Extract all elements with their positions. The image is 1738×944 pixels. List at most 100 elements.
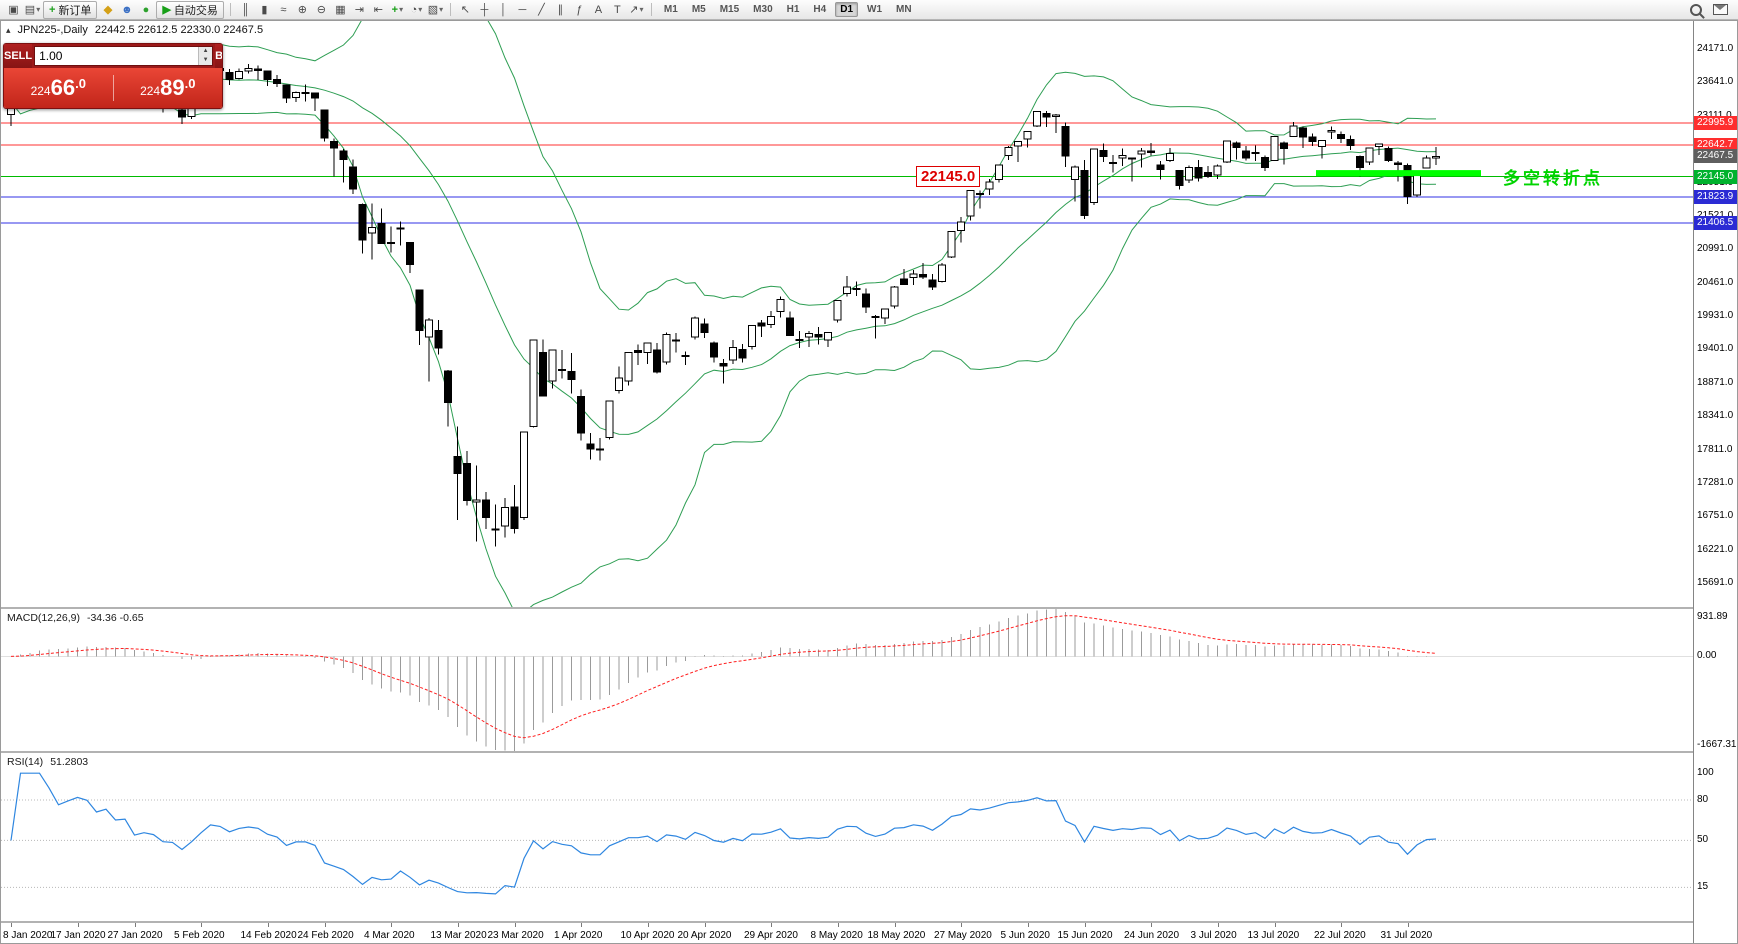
templates-button[interactable]: ▧ ▾: [427, 2, 444, 18]
date-label: 18 May 2020: [867, 930, 926, 941]
trendline-button[interactable]: ╱: [533, 2, 550, 18]
date-tick: [457, 923, 459, 927]
price-axis[interactable]: 24171.023641.023111.022581.022051.021521…: [1693, 21, 1737, 943]
macd-indicator-panel[interactable]: [1, 609, 1693, 751]
new-chart-button[interactable]: ▣: [5, 2, 22, 18]
line-chart-button[interactable]: ≈: [275, 2, 292, 18]
sell-price-digits: .0: [75, 76, 86, 91]
sell-button-label: SELL: [4, 50, 33, 62]
date-tick: [1151, 923, 1152, 927]
equidistant-channel-button[interactable]: ∥: [552, 2, 569, 18]
text-button[interactable]: A: [590, 2, 607, 18]
candlestick-chart-button[interactable]: ▮: [256, 2, 273, 18]
periods-icon: ◔: [410, 3, 418, 16]
chart-profiles-icon: ▤: [24, 4, 36, 16]
pivot-annotation-text[interactable]: 多空转折点: [1503, 169, 1603, 188]
text-label-button[interactable]: T: [609, 2, 626, 18]
date-tick: [1407, 923, 1409, 927]
community-button[interactable]: ☻: [118, 2, 135, 18]
vertical-line-button[interactable]: │: [495, 2, 512, 18]
metaeditor-button[interactable]: ◆: [99, 2, 116, 18]
buy-price[interactable]: 224 89.0: [114, 76, 223, 99]
zoom-out-button[interactable]: ⊖: [313, 2, 330, 18]
timeframe-m15-button[interactable]: M15: [719, 4, 740, 15]
price-label: 22995.9: [1694, 115, 1737, 130]
rsi-indicator-panel[interactable]: [1, 753, 1693, 921]
fibonacci-button[interactable]: ƒ: [571, 2, 588, 18]
trendline-icon: ╱: [538, 4, 545, 16]
arrows-button[interactable]: ↗ ▾: [628, 2, 645, 18]
date-label: 27 May 2020: [934, 930, 992, 941]
chart-profiles-button[interactable]: ▤ ▾: [24, 2, 41, 18]
date-label: 22 Jul 2020: [1314, 930, 1366, 941]
timeframe-m1-button[interactable]: M1: [663, 4, 678, 15]
horizontal-line-button[interactable]: ─: [514, 2, 531, 18]
bars-chart-button[interactable]: ║: [237, 2, 254, 18]
zoom-in-button[interactable]: ⊕: [294, 2, 311, 18]
tile-windows-button[interactable]: ▦: [332, 2, 349, 18]
chart-shift-button[interactable]: ⇤: [370, 2, 387, 18]
chevron-down-icon: ▾: [399, 5, 404, 14]
timeframe-mn-button[interactable]: MN: [896, 4, 912, 15]
sell-button[interactable]: SELL: [4, 44, 33, 68]
rsi-name: RSI(14): [7, 756, 44, 768]
macd-signal-line[interactable]: [10, 615, 1437, 739]
mailbox-button[interactable]: [1712, 2, 1729, 18]
date-tick: [837, 923, 839, 927]
chevron-down-icon: ▾: [418, 5, 423, 14]
rsi-line[interactable]: [10, 772, 1437, 895]
date-label: 31 Jul 2020: [1380, 930, 1433, 941]
price-callout[interactable]: 22145.0: [916, 166, 981, 187]
bollinger-lower-band[interactable]: [10, 91, 1437, 607]
price-tick: 20461.0: [1697, 276, 1734, 288]
timeframe-d1-button[interactable]: D1: [835, 2, 859, 17]
timeframe-m30-button[interactable]: M30: [753, 4, 773, 15]
periods-button[interactable]: ◔ ▾: [408, 2, 425, 18]
bollinger-upper-band[interactable]: [10, 21, 1437, 311]
rsi-label: RSI(14) 51.2803: [7, 756, 88, 768]
collapse-panel-icon[interactable]: ▴: [6, 24, 11, 35]
panel-separator[interactable]: [1, 921, 1737, 923]
date-tick: [77, 923, 79, 927]
date-label: 10 Apr 2020: [620, 930, 675, 941]
pivot-level-segment[interactable]: [1316, 170, 1481, 177]
date-axis[interactable]: 8 Jan 2020 17 Jan 2020 27 Jan 2020 5 Feb 20…: [1, 923, 1693, 943]
macd-axis-zero: 0.00: [1697, 650, 1717, 662]
volume-increase-button[interactable]: ▲: [199, 47, 213, 56]
price-tick: 20991.0: [1697, 243, 1734, 255]
timeframe-w1-button[interactable]: W1: [867, 4, 883, 15]
autotrading-button[interactable]: ▶ 自动交易: [156, 0, 224, 19]
new-order-button[interactable]: + 新订单: [43, 0, 98, 19]
timeframe-h4-button[interactable]: H4: [813, 4, 827, 15]
market-button[interactable]: ●: [137, 2, 154, 18]
chevron-down-icon: ▾: [36, 5, 41, 14]
zoom-out-icon: ⊖: [316, 4, 327, 16]
horizontal-line-icon: ─: [518, 3, 527, 16]
indicators-button[interactable]: + ▾: [389, 2, 406, 18]
volume-input[interactable]: [35, 47, 199, 65]
crosshair-button[interactable]: ┼: [476, 2, 493, 18]
cursor-button[interactable]: ↖: [457, 2, 474, 18]
buy-button[interactable]: BUY: [215, 44, 222, 68]
date-tick: [961, 923, 962, 927]
trade-panel-prices: 224 66.0 224 89.0: [4, 68, 222, 108]
candlestick-chart[interactable]: [1, 21, 1693, 607]
chart-title: ▴ JPN225-,Daily 22442.5 22612.5 22330.0 …: [6, 24, 263, 36]
timeframe-m5-button[interactable]: M5: [691, 4, 706, 15]
macd-name: MACD(12,26,9): [7, 612, 80, 624]
buy-price-digits: .0: [184, 76, 196, 91]
panel-separator[interactable]: [1, 607, 1737, 609]
chart-shift-icon: ⇤: [373, 4, 384, 16]
panel-separator[interactable]: [1, 751, 1737, 753]
macd-histogram[interactable]: [11, 609, 1437, 751]
rsi-axis-tick: 80: [1697, 794, 1709, 806]
date-label: 5 Feb 2020: [174, 930, 225, 941]
sell-price[interactable]: 224 66.0: [4, 76, 113, 99]
symbol-name: JPN225-,Daily: [17, 24, 88, 36]
volume-decrease-button[interactable]: ▼: [199, 56, 213, 65]
timeframe-h1-button[interactable]: H1: [786, 4, 800, 15]
auto-scroll-button[interactable]: ⇥: [351, 2, 368, 18]
tile-windows-icon: ▦: [335, 4, 346, 16]
search-button[interactable]: [1687, 2, 1704, 18]
